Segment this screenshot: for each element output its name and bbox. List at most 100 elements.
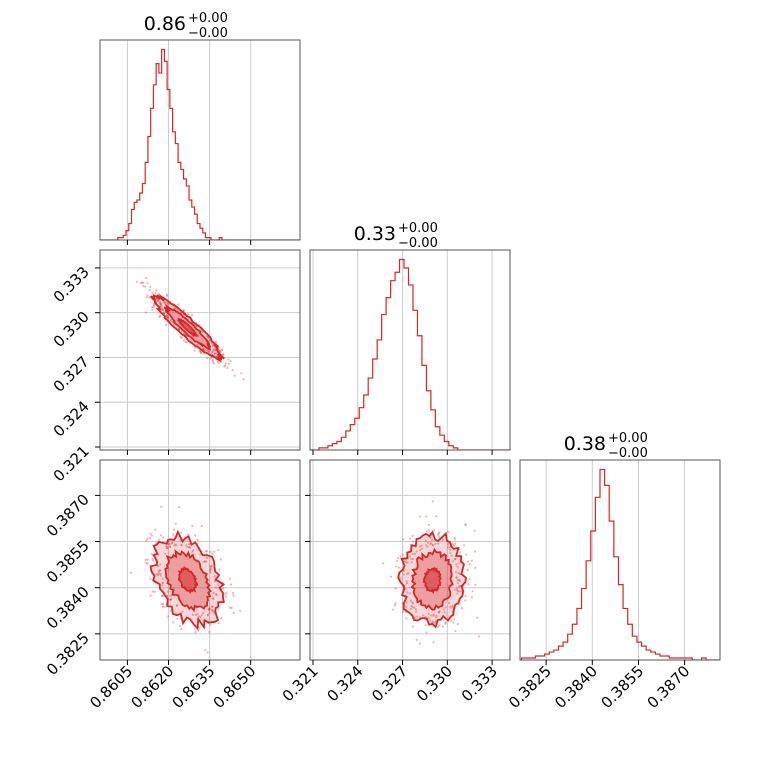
sample-point bbox=[425, 515, 428, 518]
sample-point bbox=[415, 610, 418, 613]
sample-point bbox=[464, 599, 467, 602]
sample-point bbox=[207, 608, 210, 611]
sample-point bbox=[159, 563, 162, 566]
sample-point bbox=[158, 292, 161, 296]
x-tick-label: 0.333 bbox=[458, 662, 501, 705]
sample-point bbox=[211, 605, 214, 608]
sample-point bbox=[405, 561, 408, 564]
sample-point bbox=[158, 315, 161, 319]
sample-point bbox=[408, 537, 412, 540]
sample-point bbox=[135, 280, 139, 283]
sample-point bbox=[148, 288, 151, 292]
sample-point bbox=[144, 311, 147, 314]
sample-point bbox=[160, 302, 163, 305]
sample-point bbox=[435, 515, 438, 518]
sample-point bbox=[155, 289, 158, 292]
title-value: 0.86 bbox=[144, 13, 186, 35]
sample-point bbox=[204, 648, 207, 652]
sample-point bbox=[159, 302, 162, 305]
sample-point bbox=[437, 611, 441, 614]
sample-point bbox=[160, 308, 163, 312]
sample-point bbox=[209, 564, 212, 568]
sample-point bbox=[217, 583, 220, 586]
sample-point bbox=[209, 623, 212, 626]
sample-point bbox=[180, 627, 183, 631]
sample-point bbox=[223, 365, 226, 368]
sample-point bbox=[419, 545, 422, 548]
sample-point bbox=[194, 631, 197, 634]
sample-point bbox=[437, 624, 441, 627]
sample-point bbox=[204, 549, 207, 553]
sample-point bbox=[435, 616, 438, 619]
sample-point bbox=[165, 314, 169, 317]
x-tick-label: 0.3855 bbox=[597, 662, 647, 712]
sample-point bbox=[224, 364, 227, 367]
sample-point bbox=[210, 608, 213, 611]
sample-point bbox=[209, 568, 212, 571]
x-tick-label: 0.3840 bbox=[551, 662, 601, 712]
sample-point bbox=[196, 613, 199, 616]
sample-point bbox=[199, 351, 203, 354]
sample-point bbox=[229, 359, 232, 363]
sample-point bbox=[452, 621, 455, 624]
x-tick-label: 0.8620 bbox=[127, 662, 177, 712]
sample-point bbox=[429, 543, 432, 546]
sample-point bbox=[405, 572, 409, 575]
sample-point bbox=[425, 631, 428, 634]
sample-point bbox=[139, 281, 142, 285]
sample-point bbox=[402, 610, 405, 614]
sample-point bbox=[144, 558, 147, 561]
sample-point bbox=[171, 541, 174, 544]
sample-point bbox=[449, 552, 452, 555]
panel-frame bbox=[99, 249, 301, 451]
sample-point bbox=[217, 622, 220, 625]
sample-point bbox=[150, 552, 153, 555]
sample-point bbox=[165, 316, 169, 319]
sample-point bbox=[402, 573, 405, 576]
sample-point bbox=[413, 552, 416, 555]
sample-point bbox=[227, 358, 230, 361]
sample-point bbox=[420, 547, 424, 550]
sample-point bbox=[431, 500, 434, 503]
sample-point bbox=[435, 614, 438, 617]
panel-title: 0.38 +0.00−0.00 bbox=[564, 431, 648, 461]
contour-core bbox=[177, 565, 199, 594]
sample-point bbox=[217, 549, 220, 552]
sample-point bbox=[450, 554, 453, 558]
y-tick-label: 0.321 bbox=[50, 442, 93, 485]
sample-point bbox=[456, 565, 459, 568]
sample-point bbox=[211, 597, 214, 600]
x-tick-label: 0.3870 bbox=[644, 662, 694, 712]
x-tick-label: 0.3825 bbox=[505, 662, 555, 712]
sample-point bbox=[161, 581, 164, 585]
sample-point bbox=[162, 605, 165, 608]
sample-point bbox=[411, 553, 415, 556]
sample-point bbox=[458, 562, 461, 565]
panel-title: 0.33 +0.00−0.00 bbox=[354, 221, 438, 251]
sample-point bbox=[222, 353, 225, 356]
sample-point bbox=[161, 605, 164, 608]
sample-point bbox=[207, 350, 210, 353]
sample-point bbox=[393, 604, 396, 607]
sample-point bbox=[396, 559, 399, 563]
sample-point bbox=[173, 307, 176, 310]
sample-point bbox=[228, 577, 232, 580]
sample-point bbox=[458, 579, 462, 583]
sample-point bbox=[212, 362, 215, 365]
sample-point bbox=[429, 542, 433, 545]
sample-point bbox=[437, 542, 440, 545]
sample-point bbox=[157, 572, 160, 575]
sample-point bbox=[154, 291, 157, 295]
sample-point bbox=[402, 569, 405, 573]
sample-point bbox=[455, 576, 458, 579]
sample-point bbox=[146, 281, 149, 285]
panel-title: 0.86 +0.00−0.00 bbox=[144, 11, 228, 41]
sample-point bbox=[458, 578, 461, 582]
sample-point bbox=[404, 605, 408, 609]
sample-point bbox=[184, 341, 187, 344]
panel-background bbox=[310, 460, 510, 660]
sample-point bbox=[426, 530, 429, 533]
sample-point bbox=[405, 617, 408, 620]
histogram-panel bbox=[309, 249, 511, 451]
